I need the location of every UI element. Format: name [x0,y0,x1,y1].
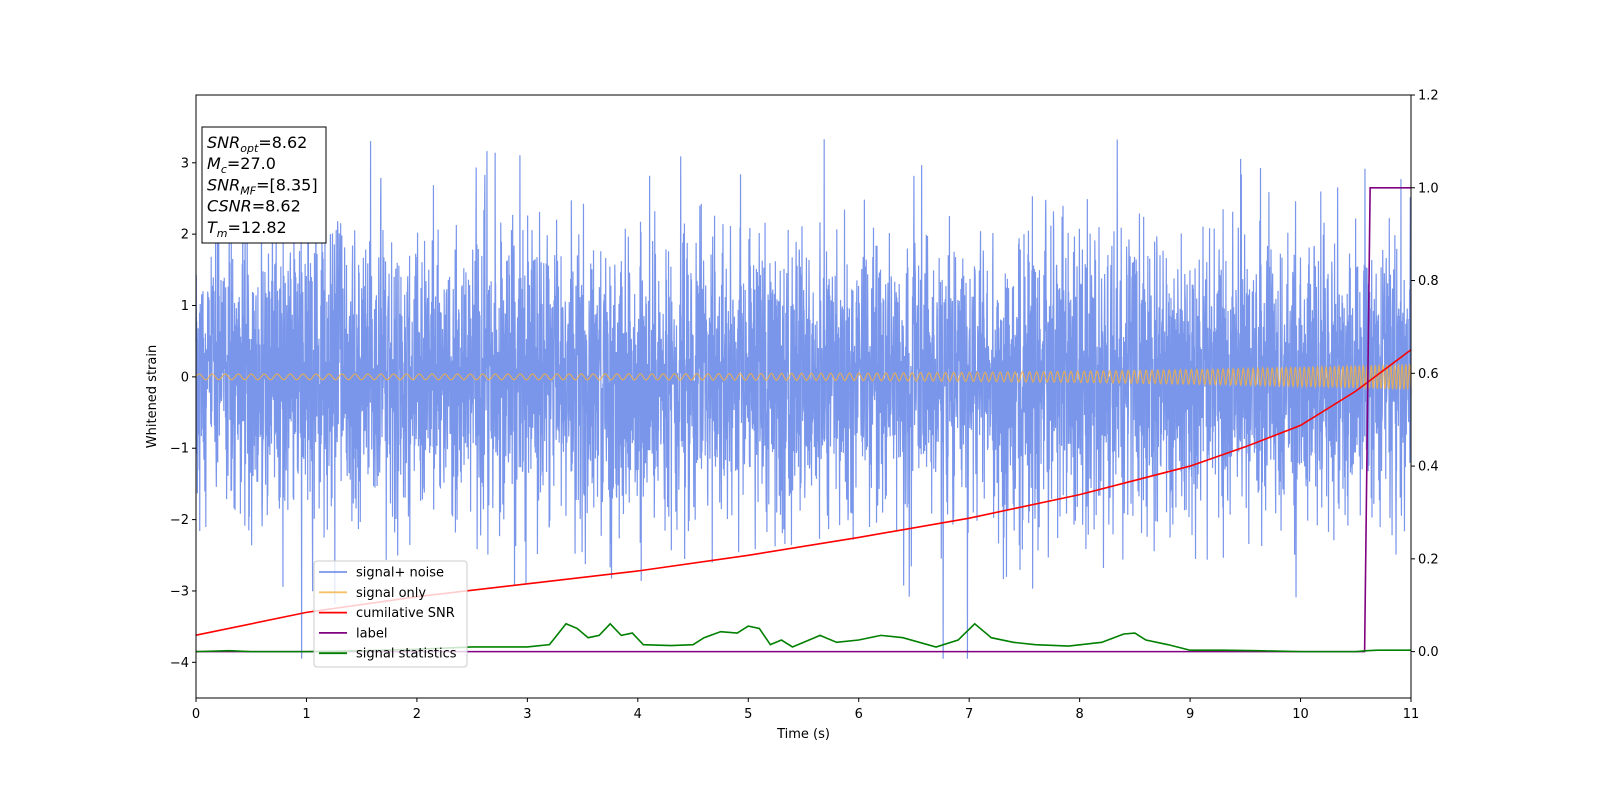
x-tick-label: 5 [744,707,752,722]
x-tick-label: 4 [634,707,642,722]
series-signal-plus-noise [195,139,1412,659]
y-tick-label: 0 [181,370,189,385]
y-tick-label: 2 [181,228,189,243]
y2-tick-label: 0.2 [1418,552,1439,567]
info-line: Tm=12.82 [207,218,287,240]
y-tick-label: 3 [181,156,189,171]
y2-tick-label: 1.0 [1418,181,1439,196]
x-tick-label: 10 [1292,707,1309,722]
info-line: SNRopt=8.62 [207,133,307,155]
y-tick-label: −2 [170,513,189,528]
y-axis-label: Whitened strain [145,345,160,448]
series-label [196,186,1411,653]
x-tick-label: 0 [192,707,200,722]
axes-layer: 0 1 2 3 4 5 6 7 8 9 10 11 −4 −3 −2 −1 0 1 2 3 0.0 0.2 0.4 0.6 0.… [170,89,1439,723]
x-tick-label: 1 [302,707,310,722]
y2-tick-label: 0.8 [1418,274,1439,289]
y2-tick-label: 0.4 [1418,460,1439,475]
legend-label: signal statistics [356,647,457,662]
x-tick-label: 7 [965,707,973,722]
x-tick-label: 11 [1403,707,1420,722]
y-tick-label: −3 [170,584,189,599]
y2-tick-label: 0.6 [1418,367,1439,382]
legend-label: cumilative SNR [356,606,455,621]
plot-frame [195,94,1412,699]
x-tick-label: 8 [1075,707,1083,722]
info-line: Mc=27.0 [207,154,276,176]
info-line: CSNR=8.62 [207,197,301,216]
y2-tick-label: 0.0 [1418,645,1439,660]
x-tick-label: 3 [523,707,531,722]
series-signal-statistics [195,622,1411,653]
info-line: SNRMF=[8.35] [207,175,318,197]
x-axis-label: Time (s) [776,727,830,742]
y-tick-label: −4 [170,656,189,671]
y2-tick-label: 1.2 [1418,89,1439,104]
legend-label: signal+ noise [356,566,444,581]
legend: signal+ noise signal only cumilative SNR la… [313,560,468,668]
x-tick-label: 6 [855,707,863,722]
y-tick-label: −1 [170,442,189,457]
x-tick-label: 9 [1186,707,1194,722]
legend-label: signal only [356,586,426,601]
info-box-frame [201,126,327,244]
series-signal-only [195,362,1412,391]
legend-frame [313,560,468,668]
legend-label: label [356,626,387,641]
y-tick-label: 1 [181,299,189,314]
x-tick-label: 2 [413,707,421,722]
